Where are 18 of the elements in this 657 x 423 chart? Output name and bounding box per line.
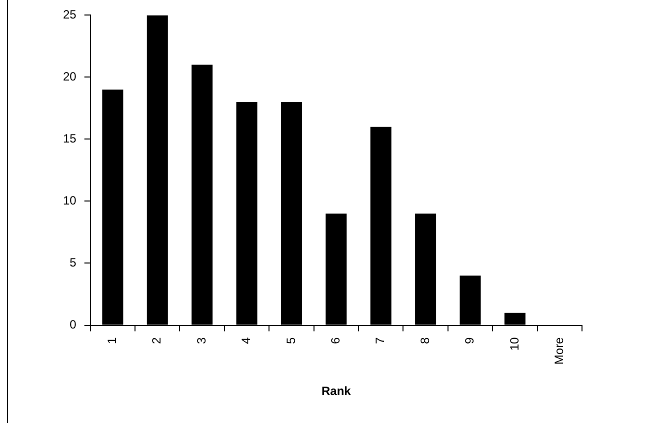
y-tick-label: 15 [62, 132, 77, 146]
x-tick-label: 8 [418, 336, 432, 344]
y-tick-label: 0 [70, 318, 77, 332]
y-tick-label: 20 [62, 70, 77, 84]
x-tick-label: 9 [462, 336, 477, 344]
x-tick-label: 10 [507, 336, 522, 351]
y-tick-label: 10 [62, 194, 77, 208]
x-tick-label: 7 [373, 336, 388, 344]
x-tick-label: 4 [239, 336, 254, 344]
x-tick-label: 2 [150, 336, 164, 344]
y-tick-label: 5 [70, 256, 77, 270]
x-tick-label: 6 [328, 336, 342, 344]
x-tick-label: 5 [284, 336, 298, 344]
x-tick-label: 1 [105, 336, 120, 344]
x-axis-title: Rank [322, 384, 352, 398]
x-tick-label: 3 [194, 336, 208, 344]
x-tick-label: More [552, 336, 566, 365]
y-tick-label: 25 [62, 8, 77, 22]
